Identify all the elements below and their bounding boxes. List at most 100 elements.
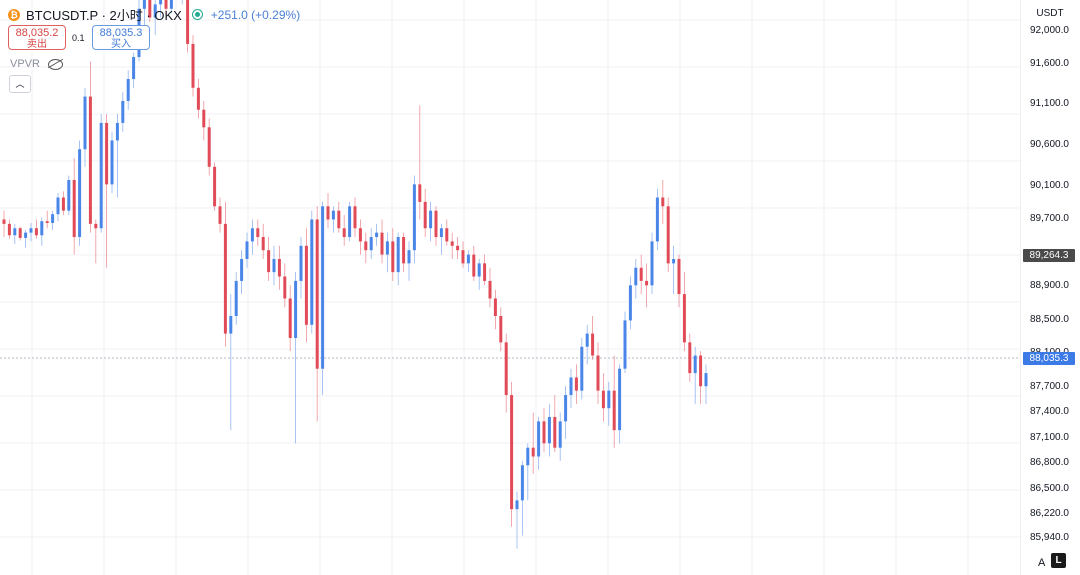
candle-down	[2, 219, 6, 224]
candle-down	[337, 210, 341, 229]
candle-up	[294, 280, 298, 338]
candle-up	[396, 237, 400, 273]
candle-up	[142, 0, 146, 9]
candle-down	[164, 0, 168, 9]
price-tick: 86,220.0	[1030, 508, 1069, 519]
candle-up	[132, 57, 136, 80]
candle-up	[110, 140, 114, 185]
candle-up	[564, 395, 568, 422]
candle-up	[429, 210, 433, 229]
candle-up	[520, 465, 524, 501]
sell-price: 88,035.2	[15, 27, 59, 39]
vpvr-label: VPVR	[10, 58, 40, 70]
candle-up	[466, 254, 470, 264]
candle-up	[272, 258, 276, 273]
candle-down	[148, 0, 152, 18]
candle-down	[639, 267, 643, 281]
candle-down	[574, 377, 578, 391]
candle-down	[461, 250, 465, 264]
candle-down	[34, 228, 38, 236]
price-tick: 90,600.0	[1030, 139, 1069, 150]
market-status-icon	[191, 9, 203, 20]
candle-up	[585, 333, 589, 347]
candle-down	[504, 342, 508, 396]
candle-down	[45, 221, 49, 223]
candle-down	[699, 355, 703, 387]
chevron-up-icon[interactable]: ︿	[9, 75, 31, 93]
candle-up	[655, 197, 659, 242]
candle-up	[245, 241, 249, 259]
candle-up	[558, 421, 562, 448]
candle-up	[78, 149, 82, 238]
candle-up	[569, 377, 573, 396]
candle-up	[385, 241, 389, 255]
candle-down	[493, 298, 497, 317]
auto-scale-button[interactable]: A	[1038, 557, 1046, 569]
price-tick: 88,500.0	[1030, 314, 1069, 325]
candle-down	[682, 294, 686, 343]
candle-down	[358, 228, 362, 242]
candle-down	[196, 87, 200, 110]
candle-down	[402, 237, 406, 264]
candle-up	[51, 214, 55, 223]
price-change: +251.0 (+0.29%)	[210, 7, 301, 22]
price-tick: 89,700.0	[1030, 213, 1069, 224]
candle-down	[450, 241, 454, 246]
candlestick-chart[interactable]	[0, 0, 1020, 575]
candle-up	[29, 228, 33, 233]
tradingview-logo-icon[interactable]: L	[1051, 553, 1066, 568]
candle-down	[256, 228, 260, 238]
candle-up	[412, 184, 416, 251]
candle-down	[391, 241, 395, 273]
candle-up	[13, 228, 17, 236]
candle-down	[267, 250, 271, 273]
candle-down	[661, 197, 665, 207]
candle-down	[677, 258, 681, 295]
candle-down	[688, 342, 692, 374]
candle-down	[94, 223, 98, 229]
candle-down	[283, 276, 287, 299]
candle-down	[423, 201, 427, 229]
candle-down	[88, 96, 92, 224]
buy-button[interactable]: 88,035.3 买入	[92, 25, 150, 50]
candle-up	[515, 500, 519, 510]
candle-up	[299, 245, 303, 281]
candle-down	[105, 122, 109, 185]
candle-up	[153, 4, 157, 18]
candle-down	[601, 390, 605, 409]
candle-up	[634, 267, 638, 286]
price-tick: 90,100.0	[1030, 180, 1069, 191]
candle-up	[375, 232, 379, 238]
candle-down	[315, 219, 319, 369]
candle-down	[445, 228, 449, 242]
candle-down	[553, 416, 557, 448]
candle-down	[72, 179, 76, 238]
currency-unit[interactable]: USDT	[1036, 8, 1064, 19]
candle-down	[488, 280, 492, 299]
candle-down	[380, 232, 384, 255]
spread-value: 0.1	[72, 33, 85, 43]
candle-down	[7, 223, 11, 236]
chart-header: ₿ BTCUSDT.P · 2小时 · OKX +251.0 (+0.29%)	[8, 5, 300, 24]
candle-up	[650, 241, 654, 286]
candle-down	[472, 254, 476, 277]
candle-down	[18, 228, 22, 238]
candles-group	[2, 0, 708, 549]
candle-down	[304, 245, 308, 325]
candle-up	[159, 0, 163, 5]
candle-down	[288, 298, 292, 338]
candle-down	[596, 355, 600, 391]
candle-down	[277, 258, 281, 277]
candle-down	[218, 206, 222, 224]
candle-up	[56, 197, 60, 215]
candle-down	[434, 210, 438, 238]
candle-up	[169, 0, 173, 9]
price-tick: 88,900.0	[1030, 280, 1069, 291]
symbol-title[interactable]: BTCUSDT.P · 2小时 · OKX	[26, 8, 182, 23]
eye-off-icon[interactable]	[47, 58, 63, 70]
candle-up	[693, 355, 697, 374]
candle-down	[207, 127, 211, 167]
candle-up	[67, 179, 71, 211]
sell-button[interactable]: 88,035.2 卖出	[8, 25, 66, 50]
vpvr-indicator[interactable]: VPVR	[10, 58, 63, 70]
